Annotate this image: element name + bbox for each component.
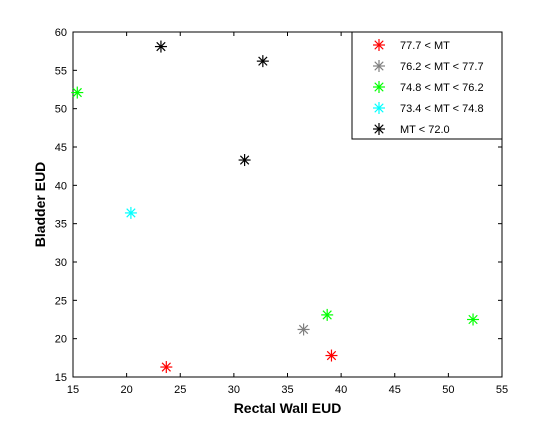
x-axis-label: Rectal Wall EUD bbox=[234, 400, 342, 416]
y-tick-label: 15 bbox=[55, 372, 67, 384]
y-tick-label: 45 bbox=[55, 142, 67, 154]
x-axis-ticks: 15 20 25 30 35 40 45 50 55 bbox=[67, 32, 508, 396]
data-point bbox=[124, 206, 137, 219]
x-tick-label: 20 bbox=[121, 384, 133, 396]
legend-entry-label: MT < 72.0 bbox=[400, 124, 450, 136]
data-point bbox=[325, 349, 338, 362]
data-point bbox=[154, 40, 167, 53]
legend-marker bbox=[373, 60, 385, 72]
legend: 77.7 < MT 76.2 < MT < 77.7 74.8 < MT < 76.… bbox=[351, 31, 503, 140]
y-tick-label: 60 bbox=[55, 27, 67, 39]
data-point bbox=[321, 308, 334, 321]
legend-marker bbox=[373, 39, 385, 51]
legend-marker bbox=[373, 81, 385, 93]
x-tick-label: 40 bbox=[335, 384, 347, 396]
y-tick-label: 25 bbox=[55, 295, 67, 307]
x-tick-label: 25 bbox=[174, 384, 186, 396]
data-points bbox=[71, 40, 480, 374]
legend-entry-label: 77.7 < MT bbox=[400, 40, 450, 52]
data-point bbox=[297, 323, 310, 336]
y-tick-label: 20 bbox=[55, 334, 67, 346]
data-point bbox=[71, 86, 84, 99]
y-tick-label: 30 bbox=[55, 257, 67, 269]
data-point bbox=[256, 55, 269, 68]
y-tick-label: 55 bbox=[55, 65, 67, 77]
x-tick-label: 15 bbox=[67, 384, 79, 396]
data-point bbox=[238, 154, 251, 167]
legend-marker bbox=[373, 123, 385, 135]
y-axis-label: Bladder EUD bbox=[32, 162, 48, 248]
y-tick-label: 35 bbox=[55, 219, 67, 231]
legend-entry-label: 73.4 < MT < 74.8 bbox=[400, 103, 484, 115]
y-tick-label: 50 bbox=[55, 104, 67, 116]
x-tick-label: 45 bbox=[389, 384, 401, 396]
x-tick-label: 30 bbox=[228, 384, 240, 396]
data-point bbox=[160, 361, 173, 374]
x-tick-label: 50 bbox=[442, 384, 454, 396]
x-tick-label: 55 bbox=[496, 384, 508, 396]
legend-marker bbox=[373, 102, 385, 114]
legend-entry-label: 74.8 < MT < 76.2 bbox=[400, 82, 484, 94]
data-point bbox=[467, 313, 480, 326]
y-tick-label: 40 bbox=[55, 180, 67, 192]
legend-entry-label: 76.2 < MT < 77.7 bbox=[400, 61, 484, 73]
x-tick-label: 35 bbox=[281, 384, 293, 396]
